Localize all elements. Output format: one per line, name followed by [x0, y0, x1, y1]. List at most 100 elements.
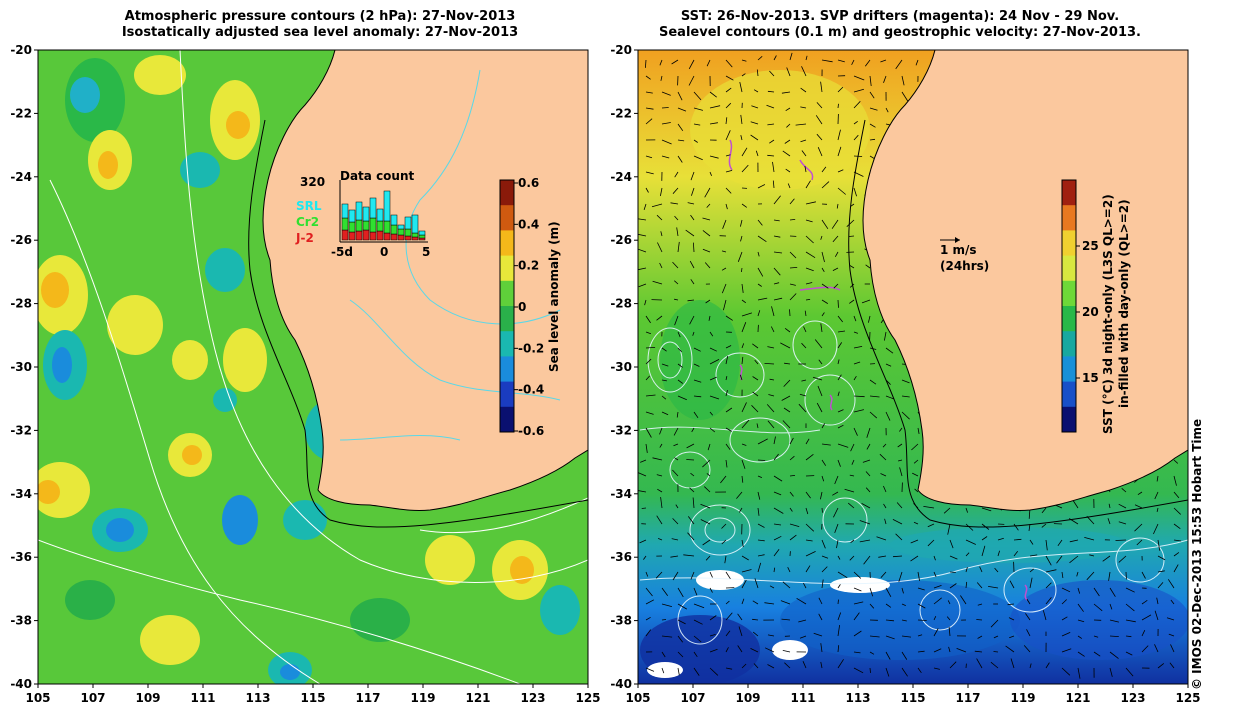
- inset-legend-cr2: Cr2: [296, 215, 319, 229]
- velocity-arrow: [927, 539, 935, 547]
- pressure-contours: [38, 50, 588, 684]
- inset-bar-segment: [369, 217, 377, 233]
- velocity-arrow: [1125, 587, 1135, 593]
- velocity-arrow: [1045, 582, 1052, 589]
- velocity-arrow: [693, 395, 702, 398]
- right-xtick-label: 125: [1175, 691, 1200, 705]
- left-panel-title: Atmospheric pressure contours (2 hPa): 2…: [20, 9, 620, 41]
- sst-colorbar: 25 20 15 SST (°C) 3d night-only (L3S QL>=2…: [1061, 179, 1131, 434]
- velocity-arrow: [901, 75, 905, 86]
- velocity-arrow: [783, 407, 791, 413]
- velocity-arrow: [859, 539, 871, 543]
- velocity-arrow: [757, 475, 763, 478]
- velocity-arrow: [639, 539, 647, 544]
- velocity-arrow: [1013, 538, 1022, 541]
- velocity-arrow: [725, 187, 732, 194]
- velocity-arrow: [752, 600, 759, 605]
- velocity-arrow: [645, 587, 653, 597]
- velocity-arrow: [741, 598, 745, 605]
- land-rivers: [339, 69, 561, 441]
- velocity-arrow: [725, 600, 730, 605]
- velocity-arrow: [1077, 603, 1084, 612]
- velocity-arrow: [722, 219, 727, 229]
- right-ytick-label: -32: [610, 423, 632, 437]
- velocity-arrow: [689, 260, 695, 269]
- velocity-arrow: [988, 586, 999, 589]
- shelf-contour: [248, 119, 588, 528]
- velocity-arrow: [736, 491, 743, 499]
- velocity-arrow: [789, 251, 797, 259]
- inset-bar-segment: [376, 208, 384, 222]
- velocity-arrow: [895, 533, 903, 541]
- velocity-arrow: [773, 251, 783, 254]
- velocity-arrow: [865, 264, 871, 269]
- velocity-arrow: [782, 581, 791, 589]
- velocity-arrow: [693, 139, 698, 143]
- velocity-arrow: [781, 618, 791, 621]
- right-ytick-label: -28: [610, 297, 632, 311]
- velocity-arrow: [785, 107, 791, 112]
- velocity-arrow: [821, 267, 825, 273]
- velocity-arrow: [853, 667, 864, 674]
- velocity-arrow: [1093, 603, 1103, 612]
- velocity-arrow: [643, 555, 647, 560]
- velocity-arrow: [645, 118, 653, 125]
- sla-colorbar-swatch: [500, 255, 514, 282]
- sst-colorbar-swatch: [1062, 230, 1076, 257]
- velocity-arrow: [837, 424, 844, 429]
- velocity-arrow: [739, 374, 743, 381]
- velocity-arrow: [756, 69, 759, 77]
- velocity-arrow: [709, 411, 714, 416]
- velocity-arrow: [1023, 645, 1031, 653]
- velocity-arrow: [661, 379, 667, 382]
- velocity-arrow: [709, 376, 717, 381]
- velocity-arrow: [757, 184, 766, 189]
- velocity-arrow: [834, 523, 839, 534]
- velocity-arrow: [693, 242, 695, 253]
- sla-colorbar-swatch: [500, 280, 514, 307]
- velocity-arrow: [693, 635, 702, 643]
- velocity-arrow: [869, 75, 872, 87]
- velocity-arrow: [949, 583, 957, 589]
- velocity-arrow: [1028, 523, 1031, 531]
- velocity-arrow: [821, 566, 828, 573]
- velocity-arrow: [913, 459, 919, 464]
- velocity-arrow: [853, 612, 860, 621]
- sst-colorbar-swatch: [1062, 306, 1076, 332]
- velocity-arrow: [741, 475, 744, 483]
- velocity-arrow: [657, 242, 663, 253]
- sla-colorbar-swatch: [500, 230, 514, 257]
- velocity-arrow: [771, 306, 775, 317]
- velocity-arrow: [671, 538, 679, 541]
- velocity-arrow: [947, 523, 951, 535]
- velocity-arrow: [752, 631, 759, 637]
- velocity-arrow: [709, 91, 717, 98]
- velocity-arrow: [752, 343, 759, 349]
- velocity-arrow: [757, 491, 761, 500]
- velocity-arrow: [1077, 635, 1083, 639]
- velocity-arrow: [897, 443, 903, 448]
- left-xtick-label: 117: [355, 691, 380, 705]
- velocity-arrow: [914, 488, 919, 493]
- inset-bar-segment: [362, 206, 370, 222]
- velocity-arrow: [773, 436, 776, 445]
- left-xtick-label: 123: [520, 691, 545, 705]
- velocity-arrow: [789, 475, 796, 477]
- velocity-arrow: [853, 427, 858, 436]
- velocity-arrow: [1076, 571, 1079, 577]
- sla-colorbar-label: Sea level anomaly (m): [547, 221, 561, 372]
- velocity-arrow: [753, 89, 759, 93]
- velocity-arrow: [709, 648, 718, 653]
- inset-legend-j2: J-2: [295, 231, 314, 245]
- velocity-arrow: [756, 423, 759, 429]
- velocity-arrow: [661, 667, 665, 674]
- left-ytick-label: -20: [10, 43, 32, 57]
- velocity-arrow: [1141, 645, 1149, 653]
- velocity-arrow: [949, 661, 957, 669]
- velocity-arrow: [837, 342, 843, 349]
- velocity-arrow: [917, 634, 923, 637]
- velocity-arrow: [884, 331, 887, 341]
- velocity-arrow: [990, 619, 999, 628]
- velocity-arrow: [773, 267, 781, 276]
- velocity-arrow: [1167, 579, 1175, 589]
